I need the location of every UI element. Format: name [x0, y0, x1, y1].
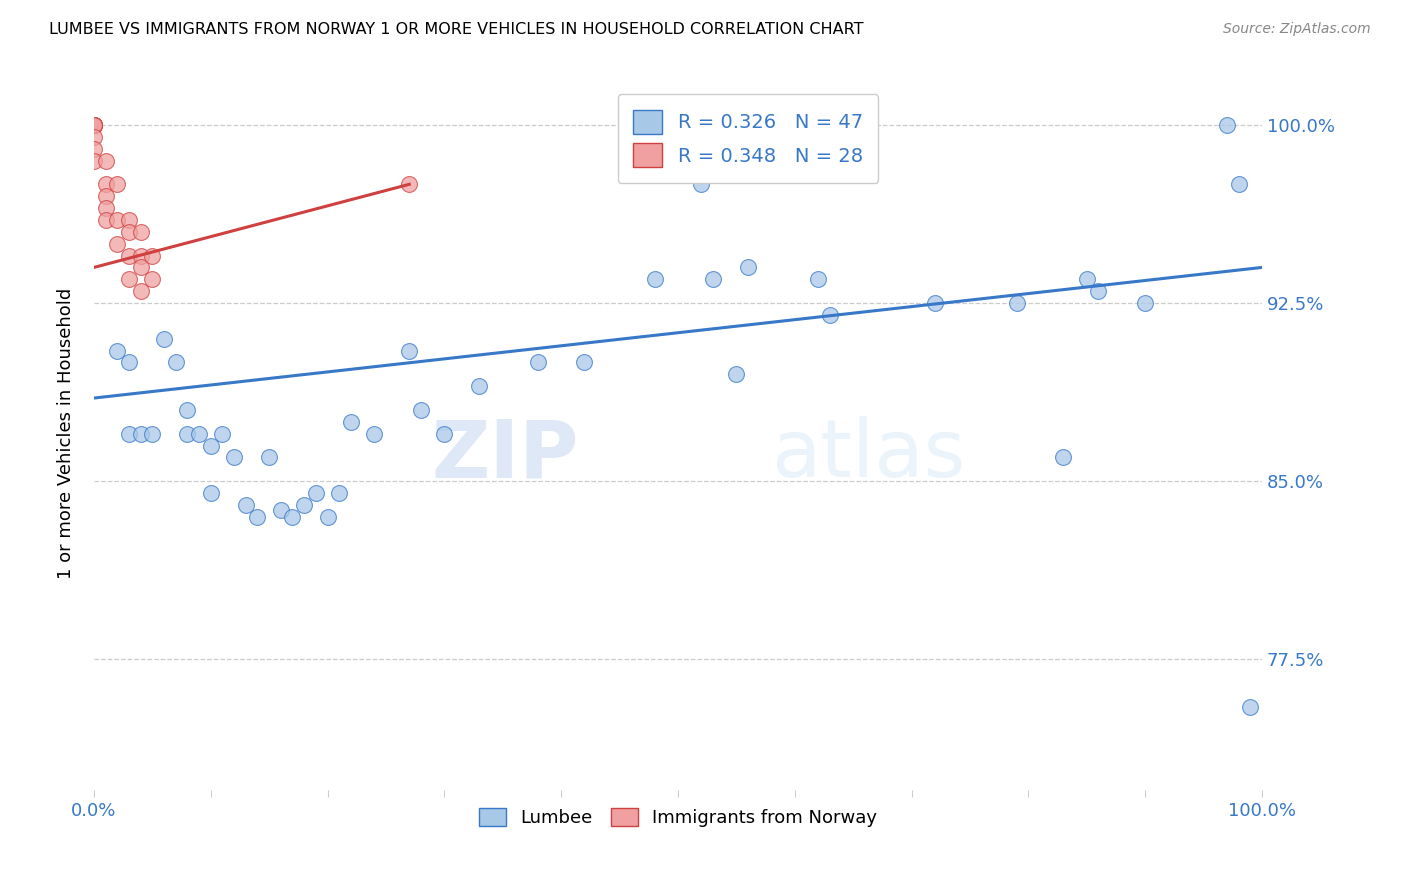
Point	[165, 355, 187, 369]
Point	[105, 343, 128, 358]
Point	[574, 355, 596, 369]
Point	[1076, 272, 1098, 286]
Point	[118, 249, 141, 263]
Point	[200, 438, 222, 452]
Point	[188, 426, 211, 441]
Point	[1052, 450, 1074, 465]
Point	[246, 509, 269, 524]
Point	[702, 272, 724, 286]
Point	[305, 486, 328, 500]
Point	[141, 249, 163, 263]
Point	[1239, 699, 1261, 714]
Point	[818, 308, 841, 322]
Point	[398, 178, 420, 192]
Point	[83, 118, 105, 132]
Point	[105, 178, 128, 192]
Point	[83, 118, 105, 132]
Point	[129, 426, 152, 441]
Text: atlas: atlas	[772, 416, 966, 494]
Point	[118, 426, 141, 441]
Point	[1087, 284, 1109, 298]
Point	[94, 213, 117, 227]
Point	[328, 486, 350, 500]
Point	[235, 498, 257, 512]
Point	[737, 260, 759, 275]
Point	[129, 260, 152, 275]
Point	[433, 426, 456, 441]
Point	[257, 450, 280, 465]
Point	[83, 142, 105, 156]
Point	[118, 272, 141, 286]
Point	[1005, 296, 1028, 310]
Point	[118, 225, 141, 239]
Point	[924, 296, 946, 310]
Point	[292, 498, 315, 512]
Point	[129, 225, 152, 239]
Point	[1133, 296, 1156, 310]
Point	[644, 272, 666, 286]
Point	[1216, 118, 1239, 132]
Point	[468, 379, 491, 393]
Point	[83, 118, 105, 132]
Point	[129, 284, 152, 298]
Point	[409, 403, 432, 417]
Text: Source: ZipAtlas.com: Source: ZipAtlas.com	[1223, 22, 1371, 37]
Point	[118, 213, 141, 227]
Point	[176, 403, 198, 417]
Y-axis label: 1 or more Vehicles in Household: 1 or more Vehicles in Household	[58, 288, 75, 579]
Point	[340, 415, 363, 429]
Point	[281, 509, 304, 524]
Point	[105, 213, 128, 227]
Text: ZIP: ZIP	[432, 416, 579, 494]
Point	[690, 178, 713, 192]
Point	[94, 189, 117, 203]
Point	[94, 178, 117, 192]
Point	[118, 355, 141, 369]
Point	[270, 502, 292, 516]
Point	[363, 426, 385, 441]
Point	[1227, 178, 1250, 192]
Point	[83, 153, 105, 168]
Point	[176, 426, 198, 441]
Point	[222, 450, 245, 465]
Point	[807, 272, 830, 286]
Point	[83, 129, 105, 144]
Point	[141, 426, 163, 441]
Point	[83, 118, 105, 132]
Point	[725, 368, 748, 382]
Point	[129, 249, 152, 263]
Text: LUMBEE VS IMMIGRANTS FROM NORWAY 1 OR MORE VEHICLES IN HOUSEHOLD CORRELATION CHA: LUMBEE VS IMMIGRANTS FROM NORWAY 1 OR MO…	[49, 22, 863, 37]
Point	[211, 426, 233, 441]
Point	[526, 355, 548, 369]
Point	[105, 236, 128, 251]
Point	[153, 332, 176, 346]
Point	[141, 272, 163, 286]
Point	[398, 343, 420, 358]
Legend: Lumbee, Immigrants from Norway: Lumbee, Immigrants from Norway	[471, 800, 884, 834]
Point	[94, 201, 117, 215]
Point	[200, 486, 222, 500]
Point	[316, 509, 339, 524]
Point	[83, 118, 105, 132]
Point	[83, 118, 105, 132]
Point	[94, 153, 117, 168]
